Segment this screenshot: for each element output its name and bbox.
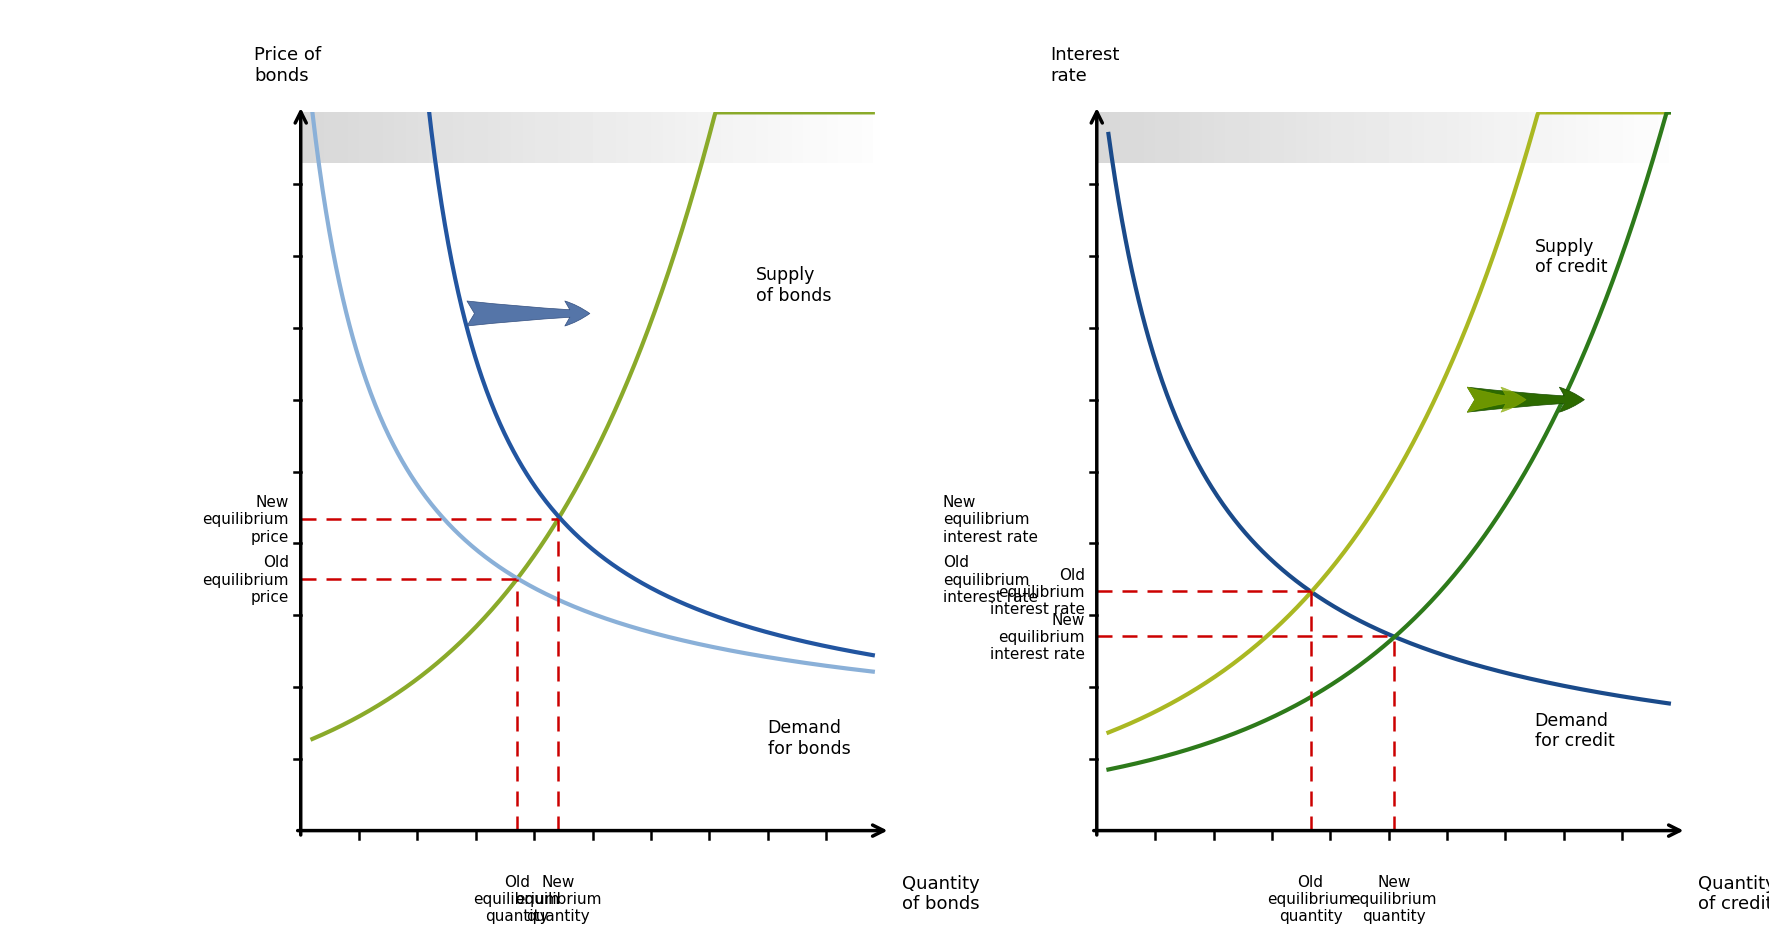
- Text: Old
equilibrium
price: Old equilibrium price: [203, 555, 288, 604]
- Text: Interest
rate: Interest rate: [1051, 46, 1120, 85]
- Text: Supply
of credit: Supply of credit: [1534, 237, 1606, 277]
- Text: Price of
bonds: Price of bonds: [255, 46, 322, 85]
- Text: Demand
for credit: Demand for credit: [1534, 711, 1615, 750]
- Text: Old
equilibrium
quantity: Old equilibrium quantity: [474, 874, 561, 923]
- Text: Quantity
of credit: Quantity of credit: [1698, 874, 1769, 913]
- Text: New
equilibrium
quantity: New equilibrium quantity: [1350, 874, 1436, 923]
- Text: Old
equilibrium
interest rate: Old equilibrium interest rate: [991, 567, 1084, 616]
- Text: New
equilibrium
quantity: New equilibrium quantity: [515, 874, 601, 923]
- Text: Demand
for bonds: Demand for bonds: [768, 718, 851, 757]
- Text: Old
equilibrium
interest rate: Old equilibrium interest rate: [943, 555, 1038, 604]
- Text: New
equilibrium
interest rate: New equilibrium interest rate: [991, 612, 1084, 662]
- Text: New
equilibrium
price: New equilibrium price: [203, 495, 288, 544]
- Text: New
equilibrium
interest rate: New equilibrium interest rate: [943, 495, 1038, 544]
- Text: Supply
of bonds: Supply of bonds: [755, 266, 831, 305]
- Text: Quantity
of bonds: Quantity of bonds: [902, 874, 980, 913]
- Text: Old
equilibrium
quantity: Old equilibrium quantity: [1267, 874, 1353, 923]
